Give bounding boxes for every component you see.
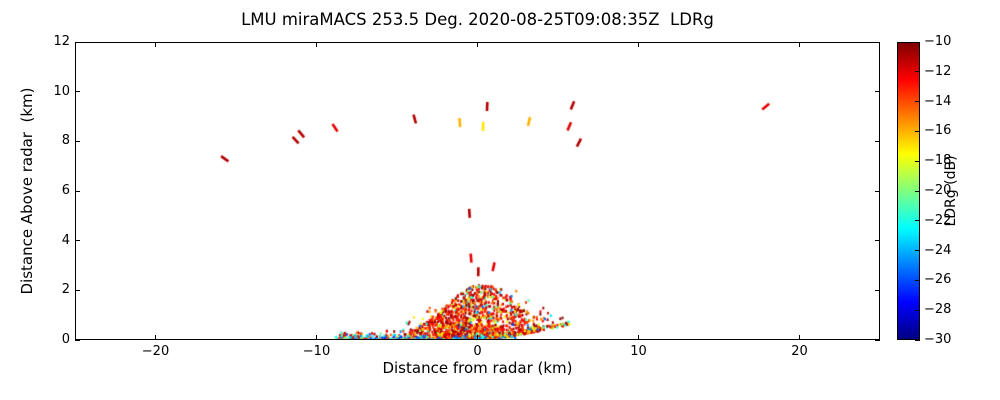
y-axis-label: Distance Above radar (km) bbox=[18, 87, 36, 295]
colorbar-tick-label: −26 bbox=[924, 272, 952, 288]
x-axis-label: Distance from radar (km) bbox=[382, 359, 573, 377]
x-tick-mark bbox=[638, 42, 639, 47]
x-tick-mark bbox=[155, 42, 156, 47]
y-tick-label: 0 bbox=[61, 332, 70, 347]
y-tick-mark bbox=[75, 289, 80, 291]
x-tick-label: 20 bbox=[791, 344, 808, 359]
y-tick-mark bbox=[875, 339, 880, 341]
y-tick-label: 6 bbox=[61, 183, 70, 198]
x-tick-mark bbox=[316, 42, 317, 47]
x-tick-label: −20 bbox=[141, 344, 170, 359]
x-tick-mark bbox=[799, 335, 800, 340]
colorbar-tick-label: −24 bbox=[924, 242, 952, 258]
y-tick-label: 4 bbox=[61, 232, 70, 248]
y-tick-label: 2 bbox=[61, 282, 70, 298]
y-tick-mark bbox=[875, 190, 880, 192]
y-tick-mark bbox=[75, 41, 80, 43]
colorbar-tick-label: −16 bbox=[924, 123, 952, 139]
x-tick-mark bbox=[477, 42, 478, 47]
colorbar-tick-mark bbox=[915, 130, 920, 132]
colorbar-tick-mark bbox=[915, 279, 920, 281]
y-tick-mark bbox=[75, 190, 80, 192]
y-tick-mark bbox=[75, 240, 80, 242]
colorbar-tick-mark bbox=[915, 71, 920, 73]
colorbar-tick-mark bbox=[915, 220, 920, 222]
y-tick-label: 10 bbox=[53, 83, 70, 99]
x-tick-mark bbox=[316, 335, 317, 340]
y-tick-mark bbox=[75, 339, 80, 341]
colorbar-tick-label: −18 bbox=[924, 153, 952, 169]
colorbar-tick-label: −10 bbox=[924, 34, 952, 49]
colorbar-tick-mark bbox=[915, 250, 920, 252]
y-tick-mark bbox=[875, 140, 880, 142]
colorbar-tick-mark bbox=[915, 160, 920, 162]
y-tick-label: 12 bbox=[53, 34, 70, 49]
y-tick-mark bbox=[75, 91, 80, 93]
plot-title: LMU miraMACS 253.5 Deg. 2020-08-25T09:08… bbox=[241, 10, 714, 29]
y-tick-mark bbox=[875, 91, 880, 93]
x-tick-mark bbox=[477, 335, 478, 340]
colorbar-tick-label: −30 bbox=[924, 332, 952, 347]
x-tick-mark bbox=[155, 335, 156, 340]
x-tick-label: 0 bbox=[473, 344, 482, 359]
colorbar-gradient bbox=[897, 42, 920, 340]
colorbar-tick-label: −22 bbox=[924, 212, 952, 228]
x-tick-label: 10 bbox=[630, 344, 647, 359]
y-tick-mark bbox=[875, 289, 880, 291]
colorbar-tick-mark bbox=[915, 339, 920, 341]
x-tick-mark bbox=[799, 42, 800, 47]
y-tick-mark bbox=[875, 41, 880, 43]
colorbar-tick-mark bbox=[915, 190, 920, 192]
y-tick-label: 8 bbox=[61, 133, 70, 149]
colorbar-tick-label: −20 bbox=[924, 183, 952, 198]
x-tick-mark bbox=[638, 335, 639, 340]
colorbar-tick-mark bbox=[915, 101, 920, 103]
x-tick-label: −10 bbox=[302, 344, 331, 359]
colorbar-tick-mark bbox=[915, 309, 920, 311]
colorbar-tick-label: −12 bbox=[924, 63, 952, 79]
y-tick-mark bbox=[875, 240, 880, 242]
colorbar-tick-label: −14 bbox=[924, 93, 952, 109]
y-tick-mark bbox=[75, 140, 80, 142]
colorbar-tick-label: −28 bbox=[924, 302, 952, 318]
colorbar-tick-mark bbox=[915, 41, 920, 43]
scatter-canvas bbox=[75, 42, 880, 340]
